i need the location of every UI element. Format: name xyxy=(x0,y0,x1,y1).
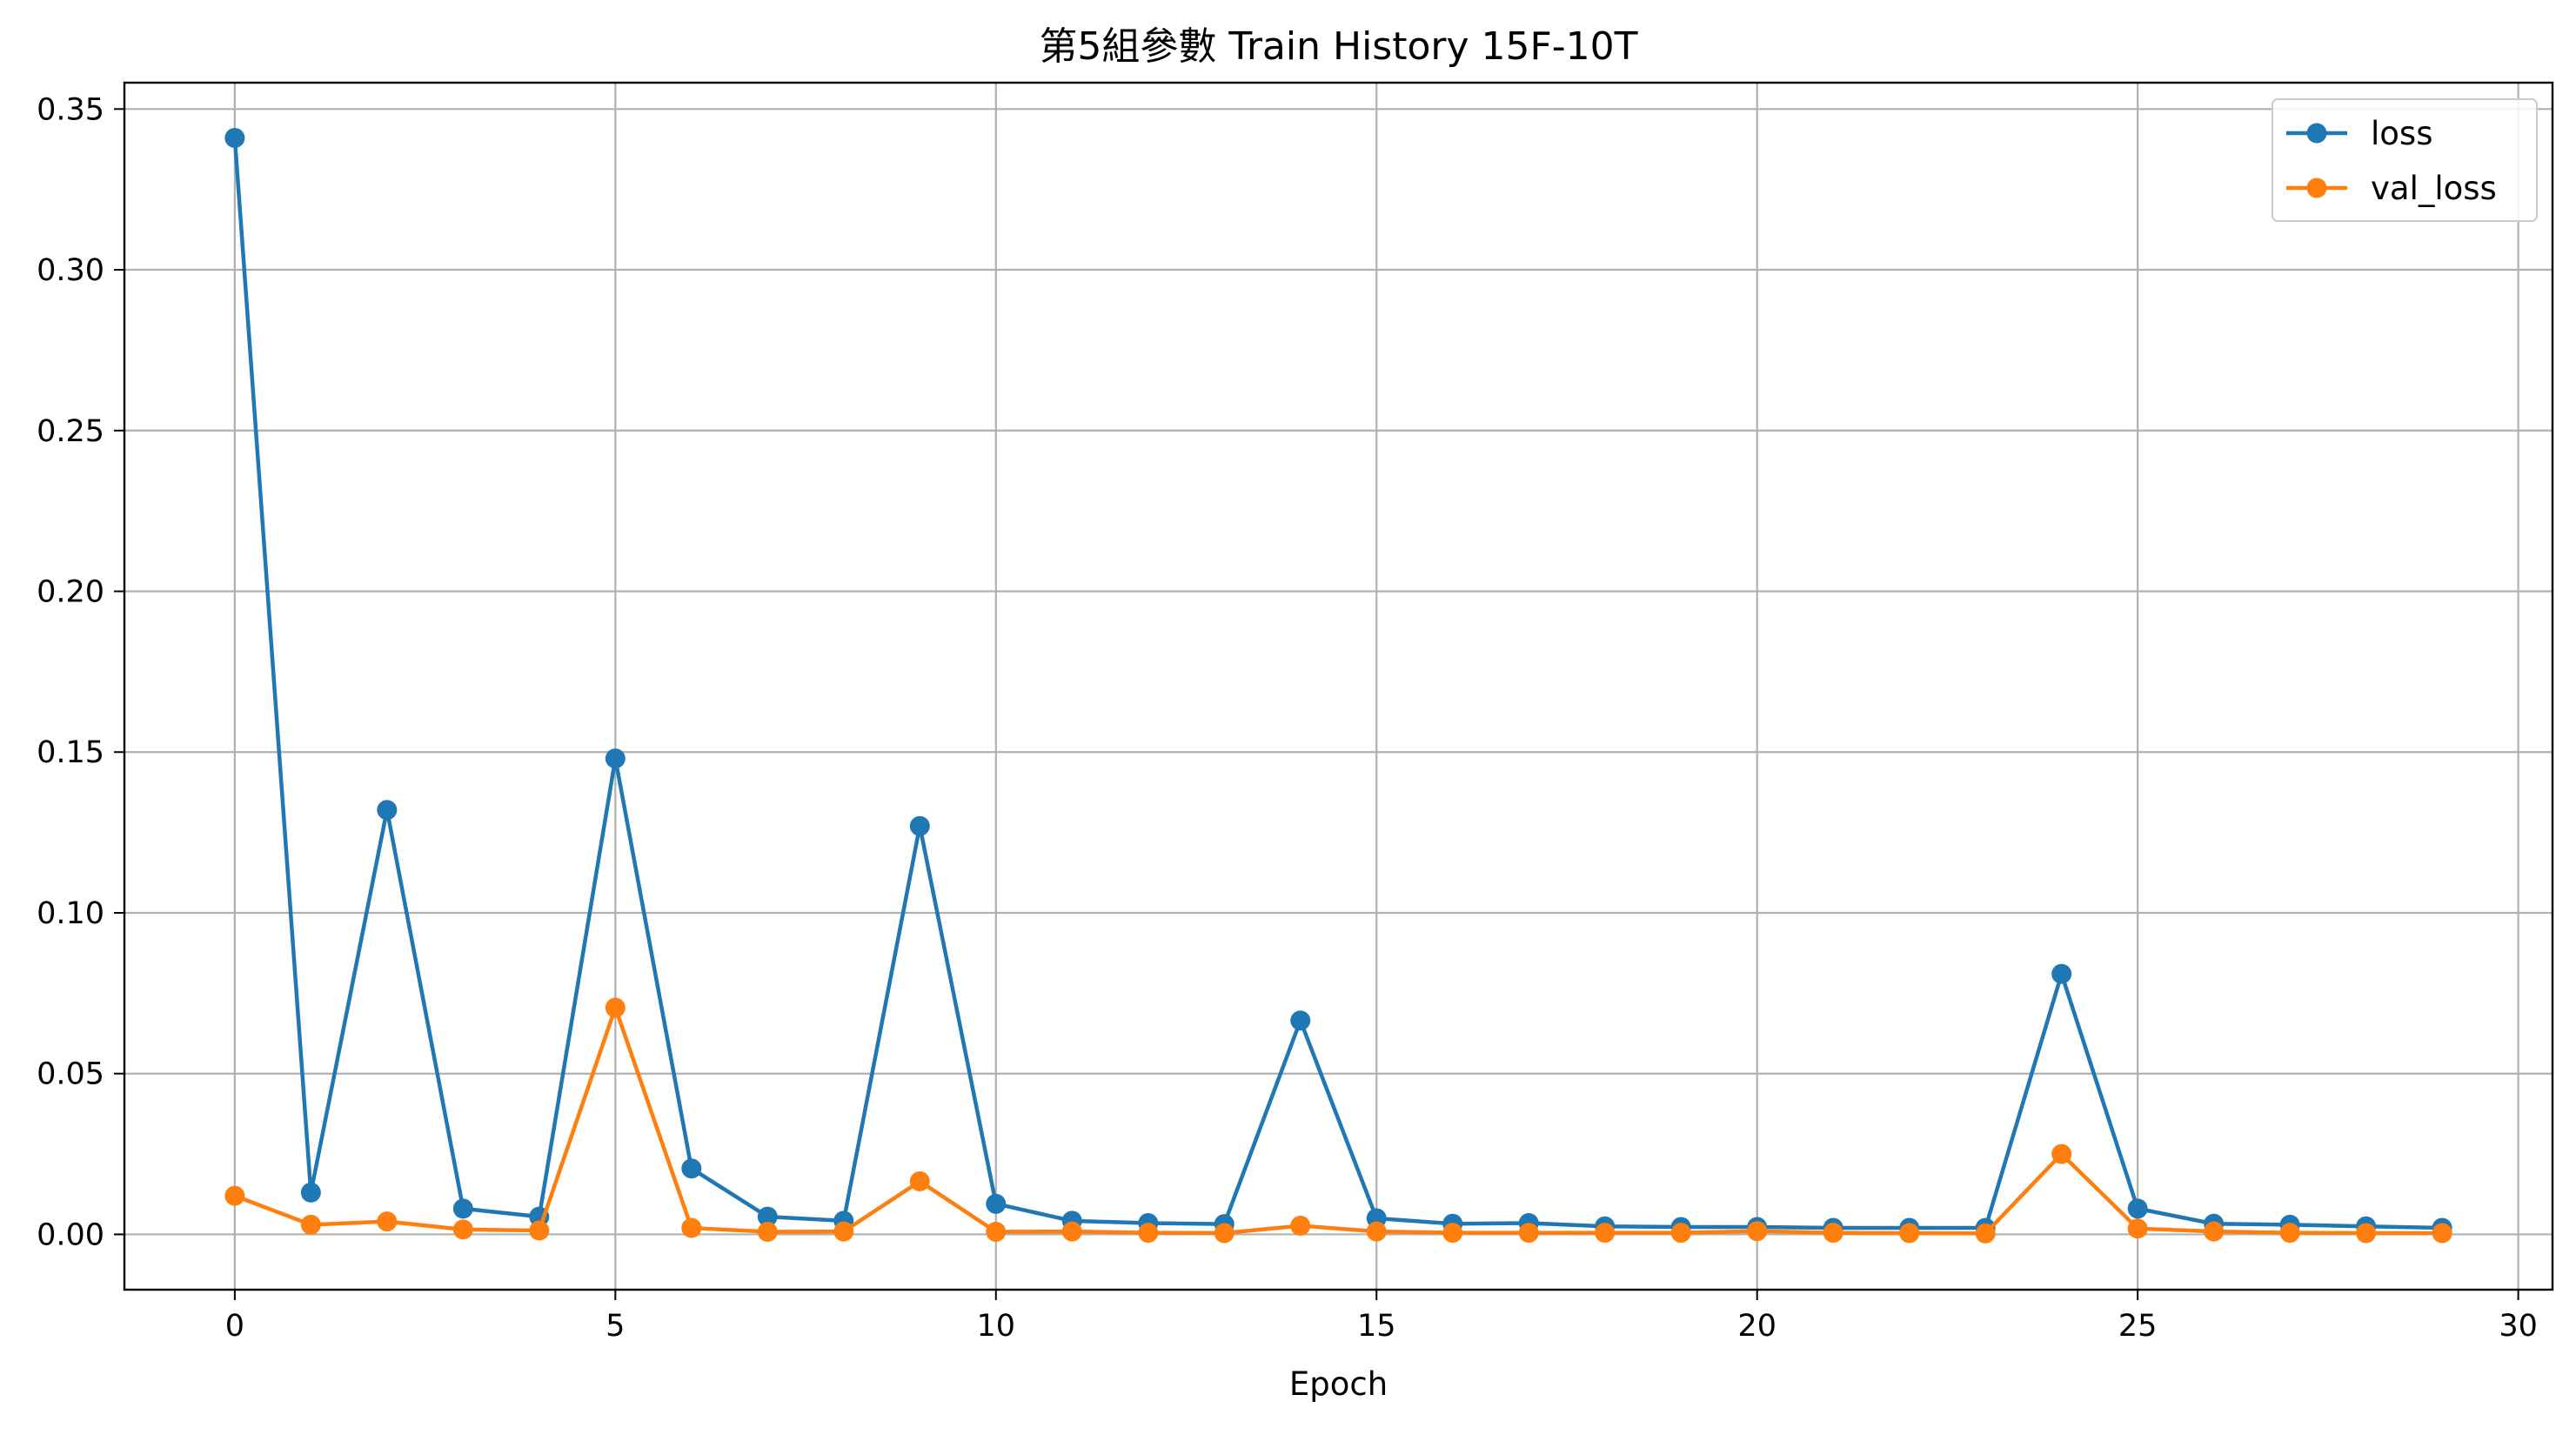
x-tick-label: 10 xyxy=(977,1309,1016,1344)
data-point xyxy=(1061,1221,1082,1242)
data-point xyxy=(1670,1223,1691,1244)
data-point xyxy=(2356,1223,2377,1244)
series-line xyxy=(232,137,2443,1230)
data-point xyxy=(2127,1198,2148,1219)
data-point xyxy=(1823,1223,1843,1244)
data-point xyxy=(1595,1223,1616,1244)
data-point xyxy=(757,1206,778,1227)
data-point xyxy=(605,997,626,1018)
plot-frame xyxy=(123,81,2554,1291)
data-point xyxy=(1442,1223,1463,1244)
legend-marker xyxy=(2306,123,2327,144)
x-tick-label: 20 xyxy=(1737,1309,1776,1344)
series-line xyxy=(234,1005,2443,1236)
y-tick-label: 0.00 xyxy=(37,1217,104,1252)
data-point xyxy=(986,1221,1007,1242)
data-point xyxy=(1366,1221,1387,1242)
y-tick-label: 0.05 xyxy=(37,1057,104,1092)
data-point xyxy=(1214,1223,1234,1244)
data-point xyxy=(1975,1223,1996,1244)
legend-marker xyxy=(2306,178,2327,198)
data-point xyxy=(2051,1143,2072,1164)
x-tick-label: 5 xyxy=(606,1309,625,1344)
y-tick-label: 0.15 xyxy=(37,735,104,770)
data-point xyxy=(909,815,930,836)
legend-label: val_loss xyxy=(2371,170,2497,207)
y-tick-label: 0.30 xyxy=(37,253,104,288)
data-point xyxy=(833,1221,854,1242)
data-point xyxy=(2432,1223,2452,1244)
data-point xyxy=(224,1185,245,1206)
data-point xyxy=(2204,1221,2225,1242)
y-tick-label: 0.10 xyxy=(37,896,104,931)
data-point xyxy=(1290,1010,1311,1031)
data-point xyxy=(300,1182,321,1203)
legend-item: val_loss xyxy=(2286,170,2497,207)
data-point xyxy=(757,1221,778,1242)
data-point xyxy=(605,748,626,769)
y-tick-label: 0.20 xyxy=(37,575,104,610)
chart-title: 第5組參數 Train History 15F-10T xyxy=(1039,24,1637,69)
data-point xyxy=(224,128,245,149)
grid-lines xyxy=(124,83,2553,1290)
data-point xyxy=(452,1198,473,1219)
data-point xyxy=(681,1158,702,1179)
axis-ticks: 0 5 10 15 20 25 30 0.00 0.05 0.10 0.15 0.20 0.25 0.30… xyxy=(37,92,2538,1344)
y-tick-label: 0.25 xyxy=(37,414,104,449)
series-layer xyxy=(224,128,2452,1244)
data-point xyxy=(452,1219,473,1240)
data-point xyxy=(300,1214,321,1235)
data-point xyxy=(986,1193,1007,1214)
legend-box xyxy=(2272,98,2538,222)
legend-item: loss xyxy=(2286,115,2432,152)
x-tick-label: 25 xyxy=(2118,1309,2158,1344)
data-point xyxy=(377,800,398,821)
data-point xyxy=(529,1220,550,1241)
x-tick-label: 15 xyxy=(1357,1309,1396,1344)
data-point xyxy=(909,1170,930,1191)
series-val-loss xyxy=(224,997,2452,1244)
data-point xyxy=(2127,1218,2148,1239)
legend-label: loss xyxy=(2371,115,2432,152)
x-tick-label: 30 xyxy=(2499,1309,2538,1344)
data-point xyxy=(2051,963,2072,984)
x-tick-label: 0 xyxy=(225,1309,244,1344)
legend: loss val_loss xyxy=(2272,98,2538,222)
data-point xyxy=(2279,1223,2300,1244)
data-point xyxy=(1518,1223,1539,1244)
y-tick-label: 0.35 xyxy=(37,92,104,127)
data-point xyxy=(1747,1221,1768,1242)
x-axis-label: Epoch xyxy=(1289,1365,1388,1403)
data-point xyxy=(681,1217,702,1238)
data-point xyxy=(377,1211,398,1232)
data-point xyxy=(1290,1215,1311,1236)
data-point xyxy=(1138,1223,1159,1244)
data-point xyxy=(1899,1223,1920,1244)
